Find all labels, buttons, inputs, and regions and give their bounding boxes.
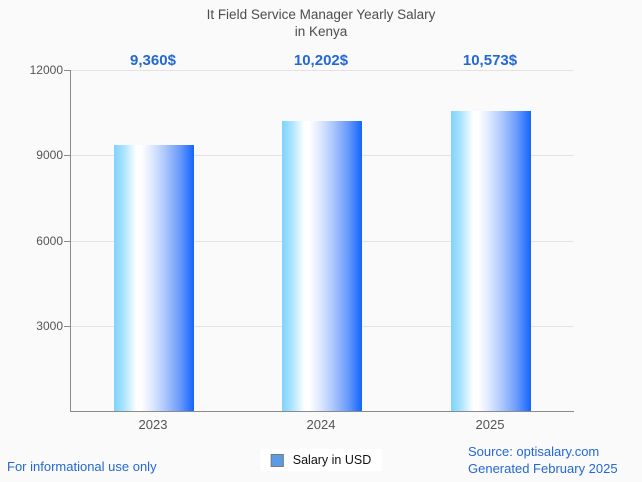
plot-area: 12000 9000 6000 3000 bbox=[30, 63, 574, 412]
y-axis-tick bbox=[64, 155, 71, 157]
bar-2024[interactable] bbox=[282, 121, 362, 411]
y-tick-label: 6000 bbox=[36, 233, 63, 248]
y-tick-label: 3000 bbox=[36, 318, 63, 333]
bar-value-label-2024: 10,202$ bbox=[293, 52, 349, 69]
chart-title-line2: in Kenya bbox=[294, 24, 348, 39]
source-text: Source: optisalary.com bbox=[468, 444, 600, 459]
bar-value-label-2023: 9,360$ bbox=[130, 52, 176, 69]
y-tick-label: 12000 bbox=[29, 63, 63, 77]
x-tick-label-2023: 2023 bbox=[138, 417, 168, 432]
legend-swatch-icon bbox=[270, 453, 284, 467]
source-block: Source: optisalary.com Generated Februar… bbox=[468, 444, 618, 477]
chart-title-line1: It Field Service Manager Yearly Salary bbox=[206, 7, 436, 22]
informational-note: For informational use only bbox=[7, 459, 157, 474]
y-axis-tick bbox=[64, 325, 71, 327]
bar-2025[interactable] bbox=[451, 111, 531, 411]
legend-label: Salary in USD bbox=[292, 453, 372, 467]
x-tick-label-2024: 2024 bbox=[306, 417, 336, 432]
gridline bbox=[71, 70, 574, 71]
x-tick-label-2025: 2025 bbox=[475, 417, 505, 432]
y-axis-tick bbox=[64, 240, 71, 242]
bar-value-label-2025: 10,573$ bbox=[462, 52, 518, 69]
generated-text: Generated February 2025 bbox=[468, 460, 618, 476]
y-tick-label: 9000 bbox=[36, 148, 63, 163]
bar-2023[interactable] bbox=[114, 145, 194, 411]
legend[interactable]: Salary in USD bbox=[260, 449, 382, 471]
y-axis-tick bbox=[64, 70, 71, 71]
